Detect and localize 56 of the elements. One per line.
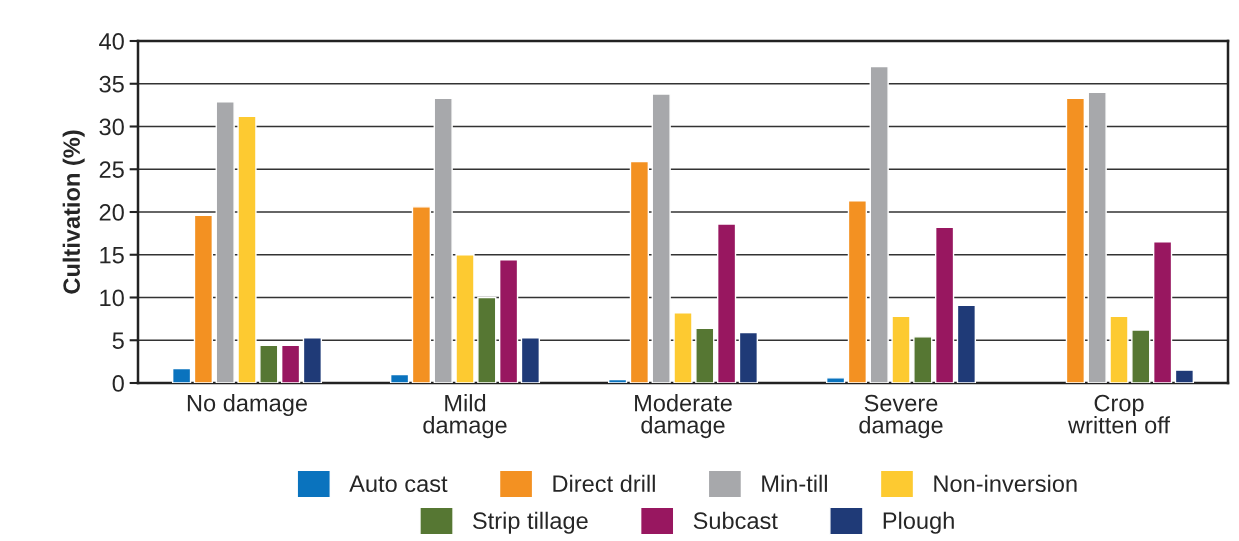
legend-label: Auto cast (349, 475, 448, 493)
bar (825, 377, 846, 383)
bar (215, 101, 235, 383)
bar (1152, 241, 1173, 383)
bar (237, 115, 257, 383)
y-tick-label: 25 (99, 161, 124, 179)
y-tick-label: 35 (99, 75, 124, 93)
legend-label: Strip tillage (472, 511, 588, 534)
bar (891, 315, 911, 383)
y-axis-title: Cultivation (%) (62, 130, 85, 294)
bar (934, 226, 955, 383)
legend-label: Non-inversion (934, 474, 1077, 493)
y-tick-label: 10 (100, 289, 124, 307)
x-tick-label: Moderate damage (635, 394, 732, 439)
bar (956, 304, 977, 383)
bar (477, 296, 497, 383)
bar (716, 223, 737, 383)
bar (1087, 91, 1107, 383)
bar (629, 160, 650, 383)
bar (455, 254, 475, 383)
bar (695, 327, 715, 383)
bar (259, 344, 279, 383)
legend-label: Subcast (693, 511, 778, 530)
legend-label: Direct drill (553, 474, 655, 493)
bar (607, 378, 628, 383)
y-tick-label: 15 (100, 247, 124, 264)
bar (433, 97, 453, 383)
bar (302, 336, 323, 383)
y-tick-label: 0 (112, 375, 124, 392)
y-tick-label: 20 (99, 204, 124, 221)
bar (193, 214, 214, 383)
bar (520, 336, 541, 383)
bar (1174, 369, 1195, 383)
x-tick-label: Severe damage (859, 394, 943, 439)
y-tick-label: 40 (99, 33, 124, 50)
legend-label: Min-till (762, 474, 827, 493)
bar (1131, 329, 1151, 383)
bar (847, 200, 868, 383)
bar (869, 65, 889, 383)
x-tick-label: No damage (187, 394, 307, 417)
x-tick-label: Mild damage (423, 394, 507, 439)
bar (389, 373, 410, 383)
bar (913, 336, 933, 383)
y-tick-label: 30 (99, 118, 124, 136)
x-tick-label: Crop written off (1068, 394, 1171, 434)
legend-label: Plough (883, 511, 954, 534)
bar (280, 344, 301, 383)
bar (651, 93, 671, 383)
bar (1065, 97, 1086, 383)
bar (171, 367, 192, 383)
bar (411, 206, 432, 383)
bar (738, 331, 759, 383)
bar (498, 259, 519, 383)
bar (1109, 315, 1129, 383)
y-tick-label: 5 (112, 332, 124, 350)
bar (673, 312, 693, 383)
